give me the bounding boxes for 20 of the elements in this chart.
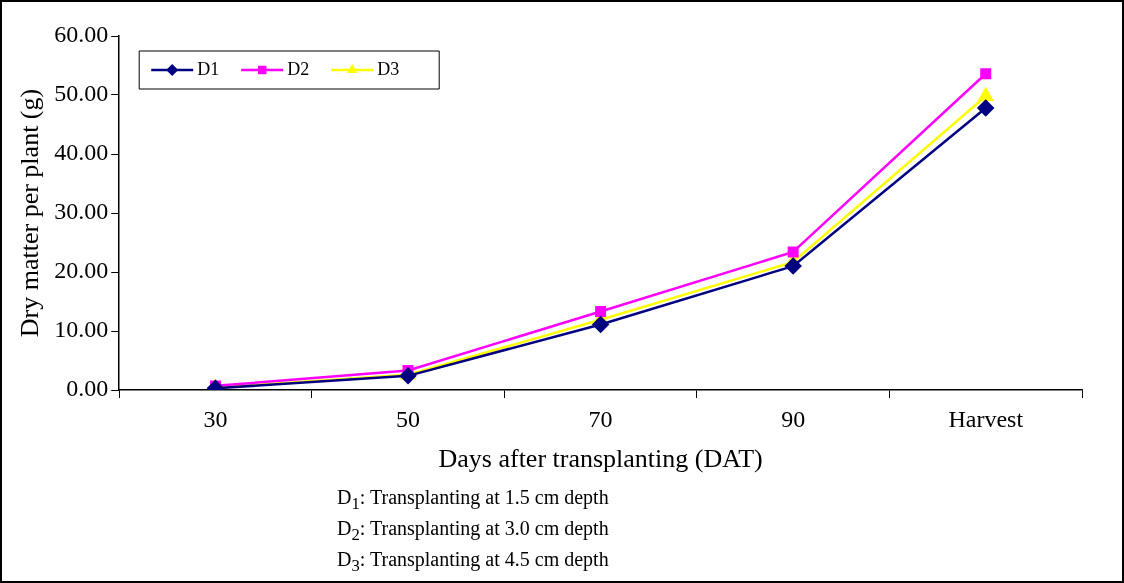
y-tick-label: 30.00	[54, 198, 109, 225]
legend-label: D2	[287, 58, 310, 79]
x-tick-label: 90	[781, 405, 806, 432]
text: D$_{3}$: Transplanting at 4.5 cm depth	[337, 547, 609, 577]
x-tick-label: 70	[588, 405, 613, 432]
x-tick-label: Harvest	[948, 405, 1024, 432]
x-axis-title: Days after transplanting (DAT)	[438, 444, 763, 474]
text: D$_{2}$: Transplanting at 3.0 cm depth	[337, 516, 609, 546]
y-tick-label: 40.00	[54, 139, 109, 166]
y-tick-label: 10.00	[54, 316, 109, 343]
y-tick-label: 20.00	[54, 257, 109, 284]
y-tick-label: 60.00	[54, 21, 109, 48]
y-tick-label: 50.00	[54, 80, 109, 107]
text: D$_{1}$: Transplanting at 1.5 cm depth	[337, 485, 609, 515]
y-axis-title: Dry matter per plant (g)	[15, 88, 45, 338]
legend-label: D1	[197, 58, 220, 79]
y-tick-label: 0.00	[66, 375, 109, 402]
x-tick-label: 30	[203, 405, 228, 432]
legend-label: D3	[377, 58, 400, 79]
x-tick-label: 50	[396, 405, 421, 432]
